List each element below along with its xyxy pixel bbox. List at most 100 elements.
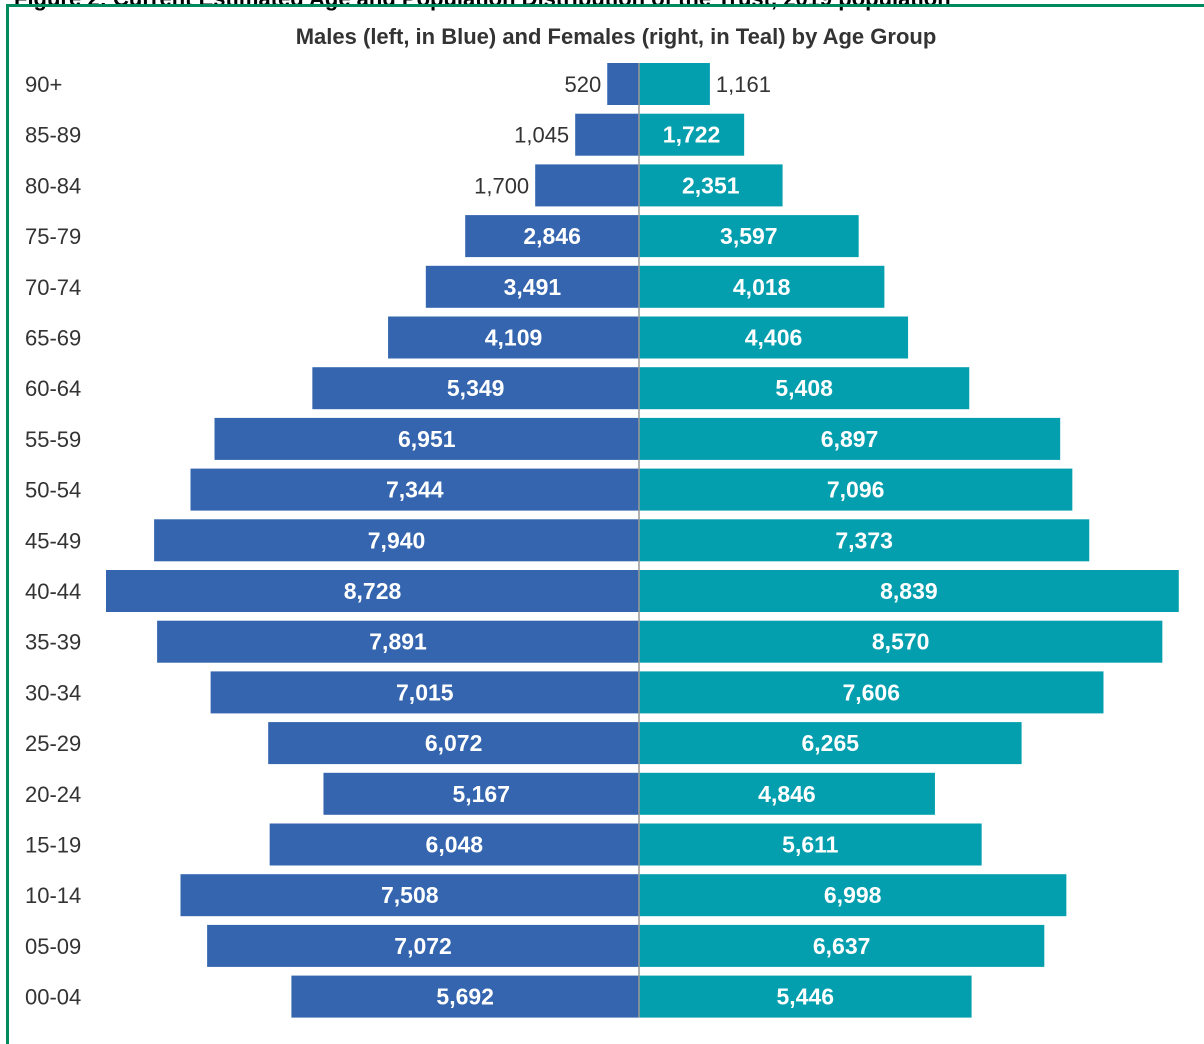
age-group-label: 35-39 [25,630,81,655]
female-bar [639,468,1073,511]
male-bar [607,63,639,105]
female-value-label: 5,408 [775,375,833,401]
age-group-label: 20-24 [25,782,81,807]
male-value-label: 6,048 [426,832,484,858]
female-value-label: 5,446 [777,984,835,1010]
female-bar [639,874,1067,917]
female-bar [639,63,710,105]
female-bar [639,570,1179,612]
female-bar [639,215,859,258]
female-bar [639,316,909,359]
value-labels: 520 1,161 1,045 1,722 1,700 2,351 2,846 3,597 3,… [344,72,938,1010]
male-bar [154,519,639,562]
female-bar [639,772,935,815]
female-value-label: 2,351 [682,172,740,198]
male-bar [190,468,639,511]
male-value-label: 1,045 [514,123,569,148]
male-value-label: 7,940 [368,527,426,553]
female-value-label: 6,897 [821,426,879,452]
female-bar [639,367,970,410]
male-bar [312,367,639,410]
female-value-label: 7,373 [835,527,893,553]
male-bar [388,316,639,359]
female-value-label: 7,606 [842,679,900,705]
age-group-label: 45-49 [25,528,81,553]
male-value-label: 5,692 [436,984,494,1010]
male-bar [180,874,639,917]
female-bar [639,823,982,866]
age-group-label: 80-84 [25,173,81,198]
male-value-label: 8,728 [344,578,402,604]
female-value-label: 5,611 [782,832,838,858]
age-group-label: 30-34 [25,680,81,705]
female-value-label: 6,637 [813,933,871,959]
male-bar [268,722,639,765]
female-bar [639,164,783,207]
age-group-label: 55-59 [25,427,81,452]
male-value-label: 520 [565,72,602,97]
chart-frame [6,4,1204,1044]
female-value-label: 3,597 [720,223,778,249]
age-group-labels: 90+ 85-89 80-84 75-79 70-74 65-69 60-64 55-59 50… [25,72,81,1010]
male-value-label: 7,891 [369,629,427,655]
male-bar [535,164,639,207]
female-bar [639,975,972,1018]
age-group-label: 00-04 [25,985,81,1010]
female-value-label: 8,839 [880,578,938,604]
age-group-label: 90+ [25,72,62,97]
male-value-label: 7,344 [386,477,444,503]
female-bar [639,924,1045,967]
female-value-label: 7,096 [827,477,885,503]
female-value-label: 4,406 [745,325,803,351]
male-value-label: 5,167 [452,781,510,807]
female-value-label: 8,570 [872,629,930,655]
male-bar [214,417,640,460]
female-bar [639,113,745,156]
female-bar [639,417,1061,460]
age-group-label: 75-79 [25,224,81,249]
male-bar [425,265,639,308]
female-value-label: 6,265 [802,730,860,756]
female-bar [639,620,1163,663]
age-group-label: 40-44 [25,579,81,604]
male-value-label: 7,015 [396,679,454,705]
male-bar [207,924,639,967]
male-value-label: 7,508 [381,882,439,908]
female-value-label: 6,998 [824,882,882,908]
age-group-label: 25-29 [25,731,81,756]
age-group-label: 15-19 [25,833,81,858]
male-value-label: 7,072 [394,933,452,959]
age-group-label: 70-74 [25,275,81,300]
male-value-label: 2,846 [523,223,581,249]
female-value-label: 1,161 [716,72,771,97]
age-group-label: 10-14 [25,883,81,908]
male-value-label: 6,951 [398,426,456,452]
age-group-label: 85-89 [25,123,81,148]
female-value-label: 4,846 [758,781,816,807]
female-value-label: 4,018 [733,274,791,300]
male-bar [106,570,639,612]
male-bar [465,215,639,258]
male-bar [291,975,639,1018]
male-bar [269,823,639,866]
female-bar [639,519,1090,562]
male-bar [157,620,639,663]
female-bar [639,265,885,308]
age-group-label: 60-64 [25,376,81,401]
male-bar [575,113,639,156]
male-value-label: 6,072 [425,730,483,756]
male-value-label: 4,109 [485,325,543,351]
male-value-label: 1,700 [474,173,529,198]
bars-group [106,63,1179,1018]
male-value-label: 3,491 [504,274,562,300]
age-group-label: 65-69 [25,326,81,351]
age-group-label: 50-54 [25,478,81,503]
chart-title: Males (left, in Blue) and Females (right… [296,24,937,49]
male-bar [210,671,639,714]
female-bar [639,671,1104,714]
age-group-label: 05-09 [25,934,81,959]
male-value-label: 5,349 [447,375,505,401]
female-bar [639,722,1022,765]
male-bar [323,772,639,815]
